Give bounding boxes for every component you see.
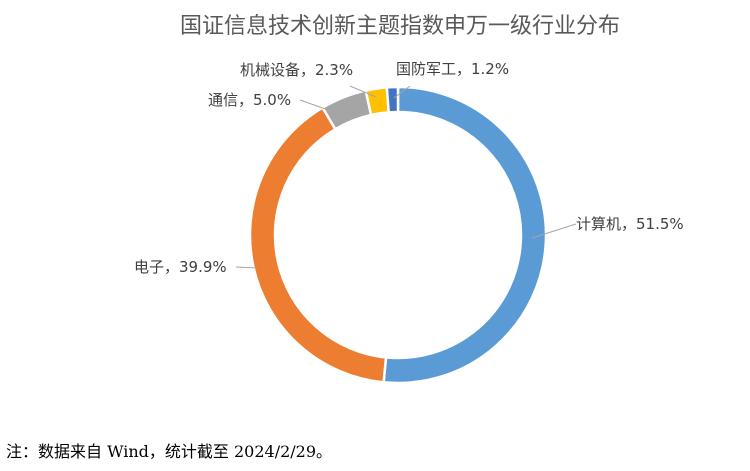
data-labels: 计算机，51.5% 电子，39.9% 通信，5.0% 机械设备，2.3% 国防军工，1.… xyxy=(134,60,684,276)
donut-slices xyxy=(248,85,548,385)
data-label-电子: 电子，39.9% xyxy=(134,258,227,276)
leader-line-国防军工 xyxy=(393,85,411,99)
leader-line-通信 xyxy=(299,99,335,113)
slice-计算机 xyxy=(382,85,548,385)
leader-line-电子 xyxy=(235,266,258,269)
leader-line-机械设备 xyxy=(349,85,377,98)
data-label-计算机: 计算机，51.5% xyxy=(576,215,684,233)
footnote: 注：数据来自 Wind，统计截至 2024/2/29。 xyxy=(6,442,333,461)
data-label-机械设备: 机械设备，2.3% xyxy=(240,61,353,79)
data-label-国防军工: 国防军工，1.2% xyxy=(396,60,509,78)
slice-机械设备 xyxy=(364,86,391,117)
chart-title: 国证信息技术创新主题指数申万一级行业分布 xyxy=(180,14,620,39)
slice-国防军工 xyxy=(385,85,400,114)
data-label-通信: 通信，5.0% xyxy=(208,91,291,109)
leader-line-计算机 xyxy=(531,223,577,239)
slice-电子 xyxy=(248,105,388,384)
